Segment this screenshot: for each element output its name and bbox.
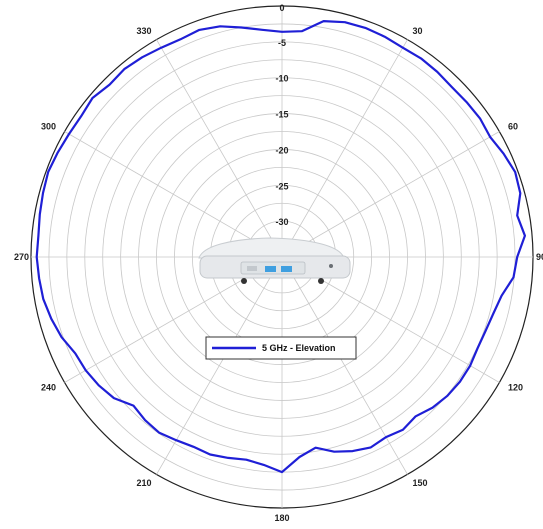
grid-spoke (281, 39, 408, 258)
radial-tick-labels: -5 -10 -15 -20 -25 -30 (275, 38, 288, 227)
grid-spoke (156, 256, 283, 475)
radial-tick-label: -30 (275, 217, 288, 227)
mount-foot-left (241, 278, 247, 284)
radial-tick-label: -15 (275, 110, 288, 120)
access-point-dome (198, 237, 345, 259)
radial-tick-label: -25 (275, 181, 288, 191)
legend: 5 GHz - Elevation (205, 336, 357, 360)
angle-tick-label: 270 (14, 252, 29, 262)
grid-spoke (156, 39, 283, 258)
radial-tick-label: -5 (278, 38, 286, 48)
usb-port (247, 266, 257, 271)
mount-foot-right (318, 278, 324, 284)
status-led (329, 264, 333, 268)
grid-spoke (281, 256, 408, 475)
angle-tick-label: 210 (136, 478, 151, 488)
angle-tick-label: 90 (536, 252, 543, 262)
angle-tick-label: 120 (508, 383, 523, 393)
series-line-5ghz-elevation (35, 20, 526, 474)
angle-tick-label: 240 (41, 383, 56, 393)
ethernet-port-1 (265, 266, 276, 272)
legend-box (205, 336, 357, 360)
angle-tick-label: 330 (136, 26, 151, 36)
legend-label: 5 GHz - Elevation (262, 343, 336, 353)
radial-tick-label: -20 (275, 145, 288, 155)
grid-spoke (64, 131, 283, 258)
angle-tick-label: 150 (413, 478, 428, 488)
angle-tick-label: 180 (274, 513, 289, 523)
access-point-image (198, 237, 351, 284)
angle-tick-label: 60 (508, 122, 518, 132)
grid-spoke (281, 131, 500, 258)
angle-tick-label: 300 (41, 122, 56, 132)
ethernet-port-2 (281, 266, 292, 272)
angle-tick-label: 0 (279, 3, 284, 13)
angle-tick-label: 30 (413, 26, 423, 36)
angle-tick-labels: 0 30 60 90 120 150 180 210 240 270 300 330 (14, 3, 543, 523)
series-layer (35, 20, 526, 474)
radial-tick-label: -10 (275, 74, 288, 84)
